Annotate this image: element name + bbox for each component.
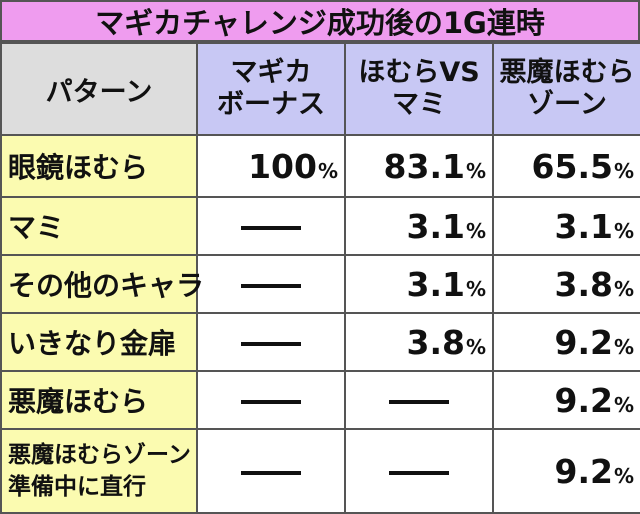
value-cell-empty <box>196 312 346 372</box>
table-row: 悪魔ほむらゾーン 準備中に直行 9.2% <box>0 428 640 514</box>
header-line: 悪魔ほむら <box>499 57 635 88</box>
dash-mark <box>389 400 449 404</box>
value-cell: 100% <box>196 134 346 198</box>
value-number: 3.1 <box>406 264 465 304</box>
percent-sign: % <box>613 218 634 243</box>
value-number: 65.5 <box>531 146 613 186</box>
percent-sign: % <box>613 276 634 301</box>
value-cell: 3.1% <box>344 254 494 314</box>
dash-mark <box>241 342 301 346</box>
header-pattern: パターン <box>0 42 198 136</box>
percent-sign: % <box>465 334 486 359</box>
table-row: その他のキャラ 3.1% 3.8% <box>0 254 640 314</box>
row-label: いきなり金扉 <box>0 312 198 372</box>
value-cell: 9.2% <box>492 370 640 430</box>
row-label-line: 準備中に直行 <box>8 474 146 500</box>
header-line: ほむらVS <box>358 57 480 88</box>
row-label: 悪魔ほむら <box>0 370 198 430</box>
percent-sign: % <box>465 276 486 301</box>
value-cell: 83.1% <box>344 134 494 198</box>
value-number: 3.8 <box>554 264 613 304</box>
value-cell: 3.8% <box>492 254 640 314</box>
header-line: マミ <box>392 89 446 120</box>
header-line: ボーナス <box>217 89 325 120</box>
value-cell-empty <box>344 428 494 514</box>
table-row: 悪魔ほむら 9.2% <box>0 370 640 430</box>
percent-sign: % <box>613 463 634 488</box>
header-row: パターン マギカ ボーナス ほむらVS マミ 悪魔ほむら ゾーン <box>0 42 640 136</box>
value-cell: 65.5% <box>492 134 640 198</box>
value-cell: 3.1% <box>492 196 640 256</box>
table-row: 眼鏡ほむら 100% 83.1% 65.5% <box>0 134 640 198</box>
value-cell: 9.2% <box>492 312 640 372</box>
value-number: 3.8 <box>406 322 465 362</box>
dash-mark <box>241 226 301 230</box>
dash-mark <box>241 284 301 288</box>
table-title: マギカチャレンジ成功後の1G連時 <box>0 0 640 42</box>
value-cell: 3.1% <box>344 196 494 256</box>
header-line: ゾーン <box>527 89 607 120</box>
value-cell: 9.2% <box>492 428 640 514</box>
value-number: 100 <box>248 146 317 186</box>
value-number: 9.2 <box>554 322 613 362</box>
table-row: いきなり金扉 3.8% 9.2% <box>0 312 640 372</box>
header-line: マギカ <box>230 57 312 88</box>
percent-sign: % <box>465 158 486 183</box>
value-number: 9.2 <box>554 451 613 491</box>
percent-sign: % <box>613 334 634 359</box>
value-number: 83.1 <box>383 146 465 186</box>
header-magica-bonus: マギカ ボーナス <box>196 42 346 136</box>
percent-sign: % <box>465 218 486 243</box>
value-cell-empty <box>344 370 494 430</box>
dash-mark <box>241 400 301 404</box>
row-label: マミ <box>0 196 198 256</box>
dash-mark <box>241 471 301 475</box>
value-number: 3.1 <box>406 206 465 246</box>
row-label: その他のキャラ <box>0 254 204 314</box>
table-row: マミ 3.1% 3.1% <box>0 196 640 256</box>
value-cell-empty <box>196 370 346 430</box>
percent-sign: % <box>613 392 634 417</box>
value-number: 9.2 <box>554 380 613 420</box>
dash-mark <box>389 471 449 475</box>
row-label-line: 悪魔ほむらゾーン <box>8 442 191 468</box>
row-label: 眼鏡ほむら <box>0 134 198 198</box>
row-label: 悪魔ほむらゾーン 準備中に直行 <box>0 428 198 514</box>
value-cell-empty <box>196 428 346 514</box>
value-cell-empty <box>196 254 346 314</box>
header-homura-vs-mami: ほむらVS マミ <box>344 42 494 136</box>
value-number: 3.1 <box>554 206 613 246</box>
value-cell-empty <box>196 196 346 256</box>
rate-table: パターン マギカ ボーナス ほむらVS マミ 悪魔ほむら ゾーン 眼鏡ほむら 1… <box>0 42 640 514</box>
value-cell: 3.8% <box>344 312 494 372</box>
header-akuma-homura-zone: 悪魔ほむら ゾーン <box>492 42 640 136</box>
percent-sign: % <box>317 158 338 183</box>
percent-sign: % <box>613 158 634 183</box>
